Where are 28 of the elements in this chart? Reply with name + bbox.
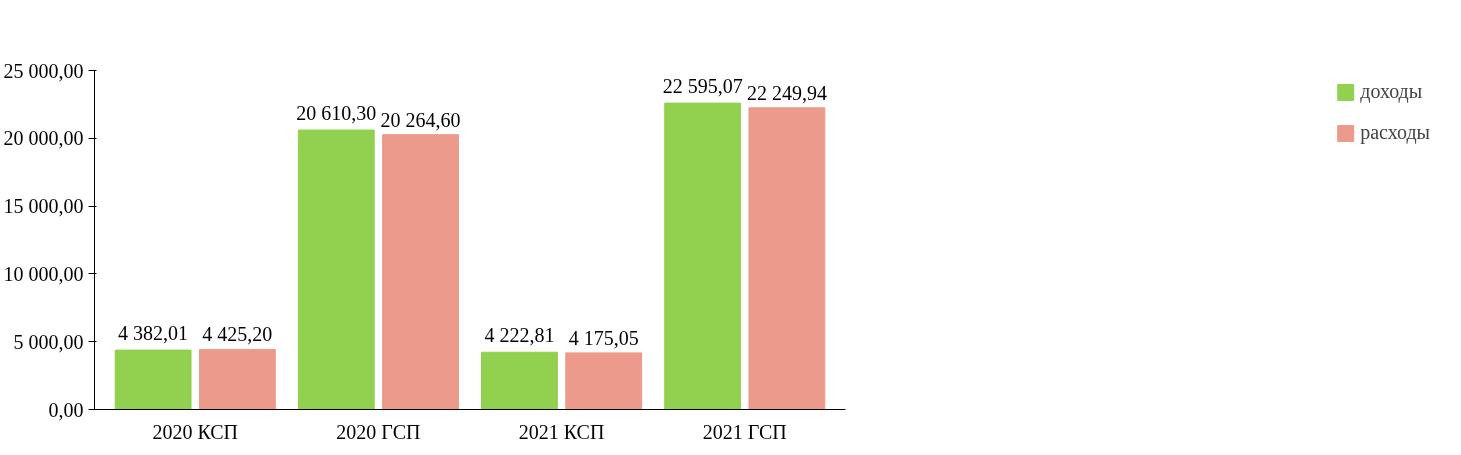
x-tick-label: 2021 КСП [518,420,605,443]
data-label: 22 595,07 [662,75,743,98]
data-label: 4 382,01 [118,322,189,345]
bar [565,352,643,410]
bar [748,107,826,410]
y-tick-label: 10 000,00 [3,262,84,285]
y-tick-label: 20 000,00 [3,127,84,150]
y-tick-label: 5 000,00 [13,330,84,353]
y-tick-label: 0,00 [48,398,84,421]
y-tick-label: 25 000,00 [3,59,84,82]
bar [198,348,276,410]
bar [481,351,558,410]
x-tick-label: 2021 ГСП [702,420,787,443]
bar [297,129,375,410]
data-label: 4 425,20 [202,323,273,346]
data-label: 20 610,30 [296,102,377,125]
bar [382,134,459,410]
data-label: 22 249,94 [746,81,827,104]
data-label: 4 222,81 [484,324,555,347]
legend-label: доходы [1360,80,1423,103]
bar [664,102,742,410]
bar [114,349,192,410]
data-label: 4 175,05 [568,326,639,349]
x-tick-label: 2020 КСП [152,420,239,443]
y-tick-label: 15 000,00 [3,195,84,218]
x-tick-label: 2020 ГСП [336,420,421,443]
legend-label: расходы [1360,121,1430,144]
data-label: 20 264,60 [380,108,461,131]
